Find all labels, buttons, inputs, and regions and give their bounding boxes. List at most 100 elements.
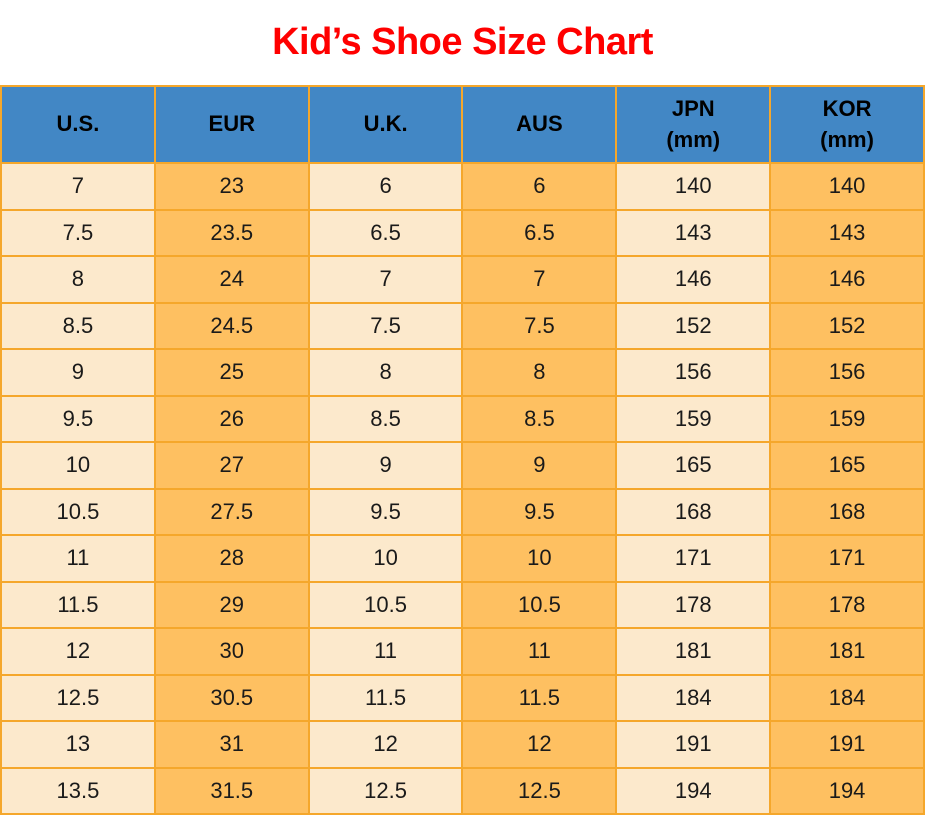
table-cell-us: 11 [0,534,156,583]
column-unit-label: (mm) [820,126,874,152]
table-row: 11 28 10 10 171 171 [0,534,925,583]
table-cell-us: 7 [0,162,156,211]
table-cell-kor: 159 [769,394,925,443]
table-cell-kor: 184 [769,673,925,722]
table-cell-uk: 7.5 [307,301,464,350]
table-cell-us: 12 [0,627,156,676]
table-body: 7 23 6 6 140 140 7.5 23.5 6.5 6.5 143 143 8 24 7 7 146 14… [0,162,925,815]
table-row: 12.5 30.5 11.5 11.5 184 184 [0,673,925,722]
table-row: 7.5 23.5 6.5 6.5 143 143 [0,208,925,257]
table-row: 13.5 31.5 12.5 12.5 194 194 [0,766,925,815]
table-cell-eur: 27.5 [153,487,310,536]
table-cell-aus: 11.5 [461,673,618,722]
table-cell-jpn: 143 [615,208,772,257]
table-cell-us: 9.5 [0,394,156,443]
table-cell-uk: 9.5 [307,487,464,536]
table-row: 8 24 7 7 146 146 [0,255,925,304]
table-cell-uk: 8 [307,348,464,397]
table-cell-kor: 194 [769,766,925,815]
table-cell-uk: 10.5 [307,580,464,629]
table-cell-jpn: 191 [615,720,772,769]
table-cell-aus: 12.5 [461,766,618,815]
table-cell-jpn: 171 [615,534,772,583]
table-cell-us: 7.5 [0,208,156,257]
table-cell-eur: 23.5 [153,208,310,257]
column-header-jpn: JPN (mm) [615,85,772,164]
table-cell-kor: 168 [769,487,925,536]
table-cell-jpn: 168 [615,487,772,536]
table-cell-jpn: 152 [615,301,772,350]
table-cell-eur: 29 [153,580,310,629]
table-cell-eur: 23 [153,162,310,211]
column-label: AUS [516,111,563,137]
table-cell-jpn: 178 [615,580,772,629]
column-label: U.S. [56,111,100,137]
table-cell-jpn: 184 [615,673,772,722]
table-cell-kor: 165 [769,441,925,490]
table-cell-kor: 178 [769,580,925,629]
table-cell-kor: 156 [769,348,925,397]
table-cell-kor: 191 [769,720,925,769]
table-cell-us: 13 [0,720,156,769]
table-cell-us: 8 [0,255,156,304]
table-cell-uk: 11.5 [307,673,464,722]
table-cell-eur: 25 [153,348,310,397]
table-cell-uk: 8.5 [307,394,464,443]
table-header: U.S. EUR U.K. AUS JPN (mm) KOR (mm) [0,85,925,164]
table-row: 9.5 26 8.5 8.5 159 159 [0,394,925,443]
table-cell-kor: 140 [769,162,925,211]
table-cell-us: 13.5 [0,766,156,815]
header-row: U.S. EUR U.K. AUS JPN (mm) KOR (mm) [0,85,925,164]
column-label: JPN [671,95,715,121]
table-cell-aus: 11 [461,627,618,676]
table-cell-jpn: 165 [615,441,772,490]
table-cell-kor: 152 [769,301,925,350]
table-cell-kor: 171 [769,534,925,583]
column-label: EUR [208,111,255,137]
table-cell-us: 10.5 [0,487,156,536]
table-cell-uk: 11 [307,627,464,676]
column-header-uk: U.K. [307,85,464,164]
table-cell-uk: 10 [307,534,464,583]
table-cell-eur: 31.5 [153,766,310,815]
table-cell-aus: 7.5 [461,301,618,350]
table-cell-kor: 143 [769,208,925,257]
table-cell-eur: 31 [153,720,310,769]
table-cell-us: 12.5 [0,673,156,722]
column-header-us: U.S. [0,85,156,164]
column-label: U.K. [363,111,408,137]
table-row: 13 31 12 12 191 191 [0,720,925,769]
table-cell-jpn: 156 [615,348,772,397]
table-cell-eur: 27 [153,441,310,490]
table-cell-uk: 7 [307,255,464,304]
table-cell-aus: 8.5 [461,394,618,443]
table-cell-uk: 6.5 [307,208,464,257]
column-header-aus: AUS [461,85,618,164]
table-cell-aus: 9 [461,441,618,490]
table-row: 8.5 24.5 7.5 7.5 152 152 [0,301,925,350]
table-cell-uk: 12.5 [307,766,464,815]
table-cell-eur: 26 [153,394,310,443]
table-cell-eur: 24.5 [153,301,310,350]
column-unit-label: (mm) [666,126,721,152]
table-row: 10 27 9 9 165 165 [0,441,925,490]
table-cell-eur: 30 [153,627,310,676]
shoe-size-table: U.S. EUR U.K. AUS JPN (mm) KOR (mm) 7 23 6 6 140 140… [0,85,925,815]
column-header-kor: KOR (mm) [769,85,925,164]
table-row: 9 25 8 8 156 156 [0,348,925,397]
table-cell-jpn: 146 [615,255,772,304]
table-cell-kor: 146 [769,255,925,304]
page-title: Kid’s Shoe Size Chart [272,21,653,63]
table-cell-aus: 6.5 [461,208,618,257]
title-bar: Kid’s Shoe Size Chart [0,0,925,85]
table-cell-aus: 7 [461,255,618,304]
table-cell-us: 8.5 [0,301,156,350]
table-cell-jpn: 140 [615,162,772,211]
column-label: KOR [822,95,872,121]
table-row: 12 30 11 11 181 181 [0,627,925,676]
table-cell-uk: 9 [307,441,464,490]
table-cell-aus: 12 [461,720,618,769]
table-cell-aus: 10.5 [461,580,618,629]
table-cell-us: 10 [0,441,156,490]
table-cell-jpn: 159 [615,394,772,443]
